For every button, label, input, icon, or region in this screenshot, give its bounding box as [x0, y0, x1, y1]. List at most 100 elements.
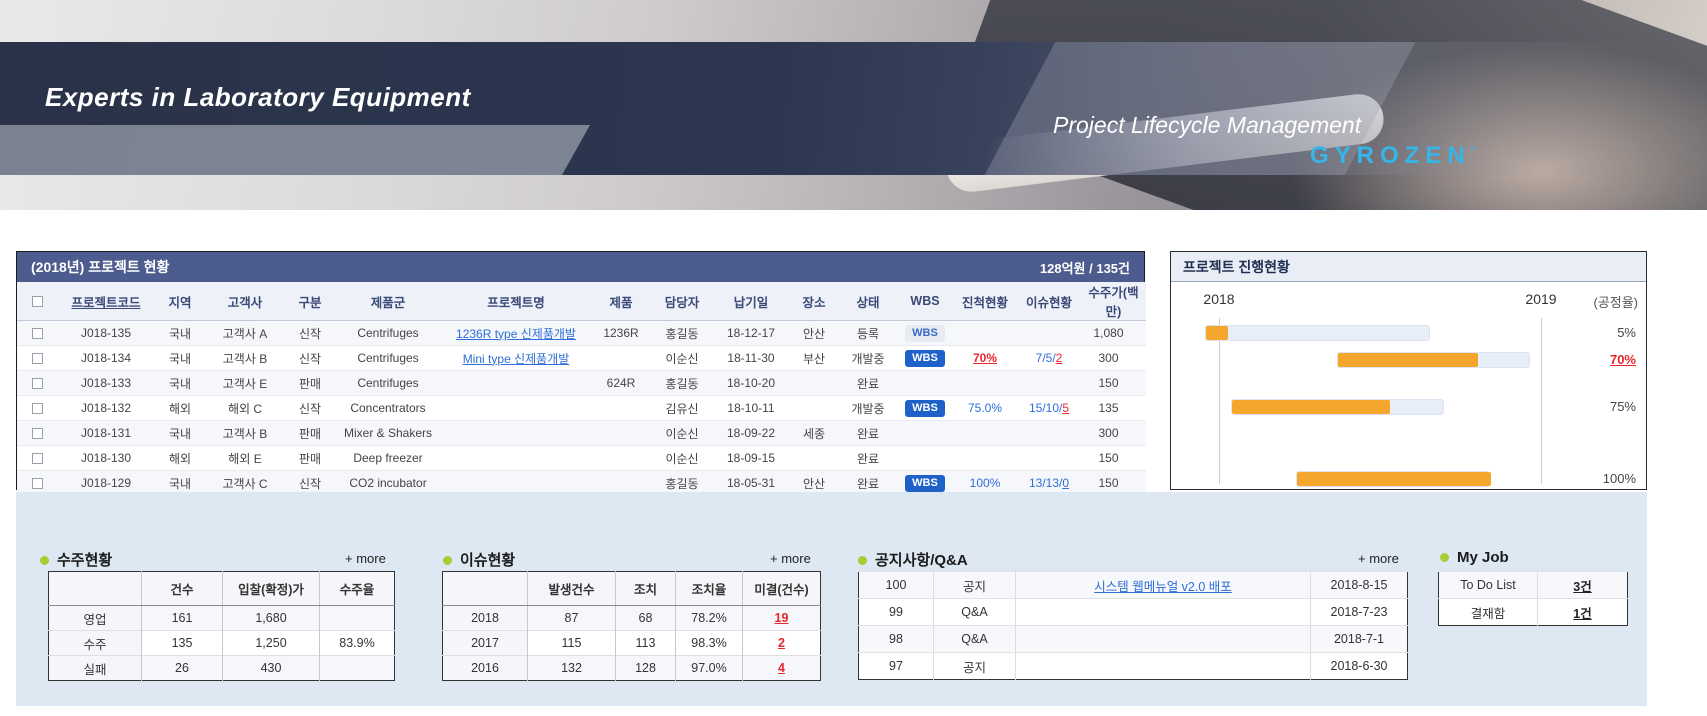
table-row: 99 Q&A 2018-7-23 — [858, 598, 1408, 626]
cell: 113 — [615, 630, 676, 656]
column-header: 구분 — [285, 282, 335, 321]
pending-count-link[interactable]: 2 — [778, 636, 785, 650]
count-link[interactable]: 1건 — [1573, 606, 1592, 621]
cell: 99 — [858, 598, 934, 626]
cell: 국내 — [155, 345, 205, 371]
progress-link[interactable]: 70% — [972, 351, 998, 365]
cell: 18-12-17 — [713, 320, 789, 346]
issues-section-title: 이슈현황 — [443, 549, 515, 570]
gantt-progress-label: 5% — [1617, 325, 1636, 340]
cell: Deep freezer — [335, 445, 441, 471]
column-header: 담당자 — [651, 282, 713, 321]
cell — [591, 445, 651, 471]
cell: 해외 E — [205, 445, 285, 471]
cell: WBS — [897, 470, 953, 496]
cell: 김유신 — [651, 395, 713, 421]
cell: 완료 — [839, 370, 897, 396]
gantt-bar-track — [1231, 399, 1444, 415]
cell: 국내 — [155, 370, 205, 396]
wbs-button[interactable]: WBS — [905, 474, 945, 492]
item-link[interactable]: 시스템 웹메뉴얼 v2.0 배포 — [1094, 579, 1232, 594]
progress-value[interactable]: 100% — [969, 476, 1001, 490]
column-header: 조치율 — [675, 571, 743, 606]
cell: Q&A — [933, 598, 1016, 626]
cell: 26 — [141, 655, 223, 681]
cell: 100 — [858, 571, 934, 599]
cell: 결재함 — [1438, 598, 1538, 626]
wbs-button[interactable]: WBS — [905, 349, 945, 367]
pending-count-link[interactable]: 19 — [774, 611, 789, 625]
column-header: 장소 — [789, 282, 839, 321]
cell: 1,680 — [222, 605, 320, 631]
cell: 홍길동 — [651, 470, 713, 496]
cell: 공지 — [933, 652, 1016, 680]
notices-more-button[interactable]: + more — [1358, 551, 1399, 566]
wbs-button[interactable]: WBS — [905, 324, 945, 342]
row-checkbox[interactable] — [31, 453, 43, 465]
cell — [591, 395, 651, 421]
cell: WBS — [897, 320, 953, 346]
row-checkbox[interactable] — [31, 478, 43, 490]
column-header: 제품 — [591, 282, 651, 321]
cell: 2018-7-1 — [1310, 625, 1408, 653]
gantt-bar-track — [1337, 352, 1530, 368]
cell — [1017, 320, 1081, 346]
row-checkbox[interactable] — [31, 403, 43, 415]
cell: 해외 — [155, 395, 205, 421]
table-row: 수주 135 1,250 83.9% — [48, 630, 395, 656]
row-checkbox[interactable] — [31, 353, 43, 365]
column-header: 프로젝트코드 — [57, 282, 155, 321]
cell: 1236R type 신제품개발 — [441, 320, 591, 346]
cell: Centrifuges — [335, 345, 441, 371]
cell: 18-09-15 — [713, 445, 789, 471]
table-row: J018-134 국내 고객사 B 신작 Centrifuges Mini type 신제… — [17, 345, 1146, 371]
count-link[interactable]: 3건 — [1573, 579, 1592, 594]
row-checkbox[interactable] — [31, 428, 43, 440]
cell: 135 — [1081, 395, 1146, 421]
issue-counts[interactable]: 15/10/ — [1028, 401, 1063, 415]
issue-open-count[interactable]: 2 — [1055, 351, 1063, 365]
cell: 2017 — [442, 630, 528, 656]
issue-counts[interactable]: 7/5/ — [1035, 351, 1056, 365]
gantt-bar-fill — [1297, 472, 1491, 486]
cell: 2018-6-30 — [1310, 652, 1408, 680]
cell — [591, 470, 651, 496]
column-header: 프로젝트명 — [441, 282, 591, 321]
issue-open-count[interactable]: 5 — [1062, 401, 1070, 415]
select-all-checkbox[interactable] — [31, 296, 43, 308]
column-header: WBS — [897, 282, 953, 321]
cell: Mixer & Shakers — [335, 420, 441, 446]
hero-banner: Experts in Laboratory Equipment Project … — [0, 0, 1707, 210]
issues-table: 발생건수 조치 조치율 미결(건수) 2018 87 68 78.2% 19 2017 115 11… — [442, 571, 821, 681]
issue-open-count[interactable]: 0 — [1062, 476, 1070, 490]
row-checkbox[interactable] — [31, 378, 43, 390]
issues-more-button[interactable]: + more — [770, 551, 811, 566]
cell: 등록 — [839, 320, 897, 346]
bullet-icon — [858, 556, 867, 565]
issue-counts[interactable]: 13/13/ — [1028, 476, 1063, 490]
table-row: J018-135 국내 고객사 A 신작 Centrifuges 1236R type 신… — [17, 320, 1146, 346]
table-row: 2017 115 113 98.3% 2 — [442, 630, 821, 656]
cell: 87 — [527, 605, 616, 631]
cell: To Do List — [1438, 571, 1538, 599]
gantt-progress-label[interactable]: 70% — [1609, 352, 1636, 367]
gantt-axis-year-label: 2019 — [1525, 291, 1557, 307]
pending-count-link[interactable]: 4 — [778, 661, 785, 675]
cell: 1건 — [1537, 598, 1628, 626]
orders-more-button[interactable]: + more — [345, 551, 386, 566]
project-status-panel: (2018년) 프로젝트 현황 128억원 / 135건 프로젝트코드 지역 고객사… — [16, 251, 1146, 496]
column-header: 수주율 — [319, 571, 395, 606]
cell: 2018-7-23 — [1310, 598, 1408, 626]
cell: 안산 — [789, 320, 839, 346]
gantt-bar-track — [1205, 325, 1430, 341]
row-checkbox[interactable] — [31, 328, 43, 340]
wbs-button[interactable]: WBS — [905, 399, 945, 417]
table-row: 2018 87 68 78.2% 19 — [442, 605, 821, 631]
progress-value[interactable]: 75.0% — [967, 401, 1003, 415]
cell: 2 — [742, 630, 821, 656]
notices-section-title: 공지사항/Q&A — [858, 549, 968, 570]
cell: 홍길동 — [651, 320, 713, 346]
cell: 판매 — [285, 370, 335, 396]
item-link[interactable]: Mini type 신제품개발 — [462, 351, 570, 366]
item-link[interactable]: 1236R type 신제품개발 — [456, 326, 576, 341]
